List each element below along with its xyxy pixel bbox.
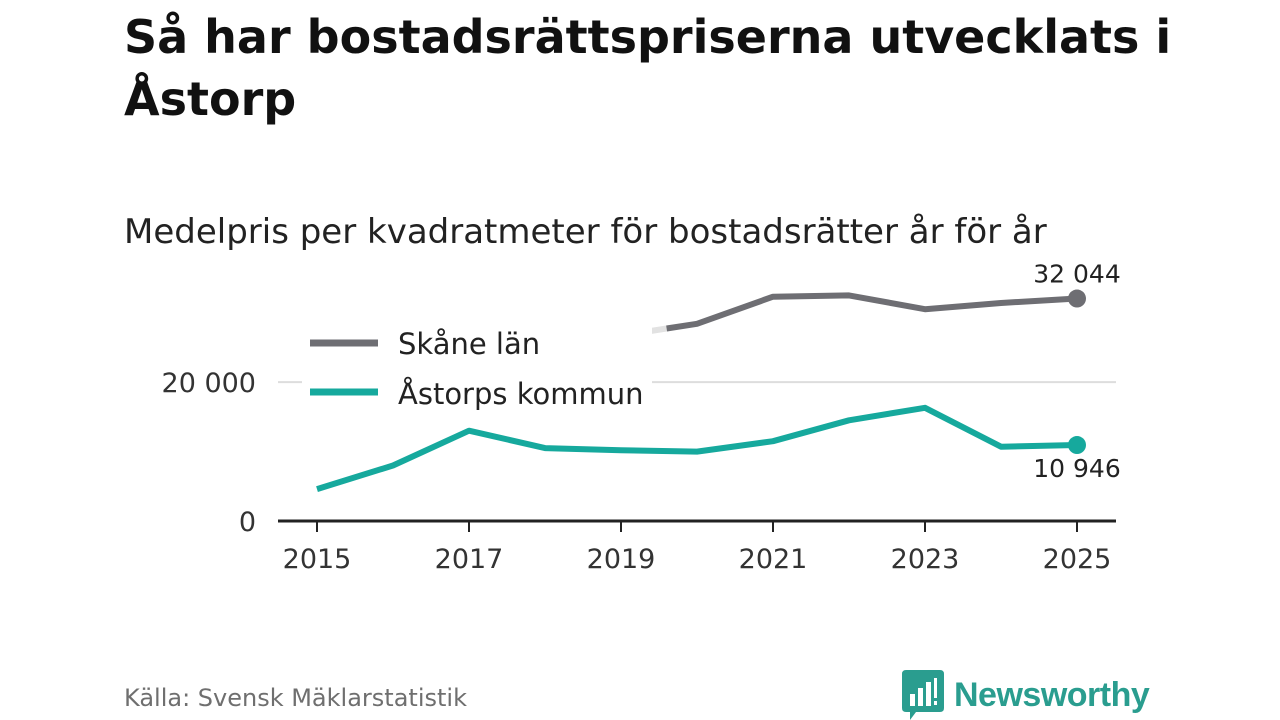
newsworthy-logo-icon (902, 670, 944, 720)
x-tick-label: 2015 (283, 544, 352, 575)
data-label-skane: 32 044 (1033, 260, 1120, 289)
source-note: Källa: Svensk Mäklarstatistik (124, 684, 467, 712)
series-endpoint-astorp (1068, 436, 1086, 455)
x-tick-label: 2023 (891, 544, 960, 575)
data-label-astorp: 10 946 (1033, 454, 1120, 483)
y-tick-label: 20 000 (162, 368, 256, 399)
legend-label-astorp: Åstorps kommun (398, 377, 643, 411)
brand-name: Newsworthy (954, 675, 1150, 714)
x-tick-label: 2017 (435, 544, 504, 575)
series-endpoint-skane (1068, 289, 1086, 308)
x-tick-label: 2021 (739, 544, 808, 575)
x-tick-label: 2019 (587, 544, 656, 575)
chart-subtitle: Medelpris per kvadratmeter för bostadsrä… (124, 212, 1047, 252)
x-tick-label: 2025 (1043, 544, 1112, 575)
brand-logo: Newsworthy (902, 670, 1150, 720)
chart-title: Så har bostadsrättspriserna utvecklats i… (124, 10, 1172, 126)
series-line-skane (666, 292, 1078, 332)
legend-label-skane: Skåne län (398, 327, 540, 361)
y-tick-label: 0 (239, 507, 256, 538)
series-line-astorp (316, 404, 1078, 492)
